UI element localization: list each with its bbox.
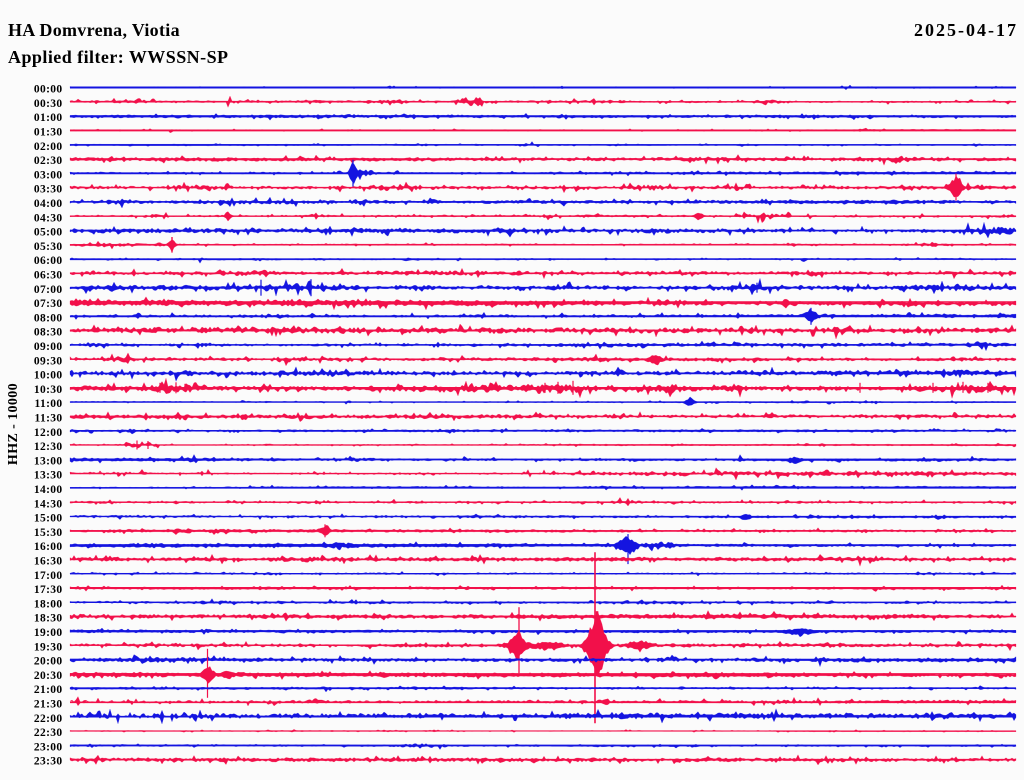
svg-text:23:30: 23:30 (34, 756, 63, 768)
svg-text:11:30: 11:30 (35, 413, 63, 425)
svg-text:02:00: 02:00 (34, 141, 63, 153)
svg-text:19:30: 19:30 (34, 641, 63, 653)
svg-text:03:30: 03:30 (34, 184, 63, 196)
svg-text:14:30: 14:30 (34, 498, 63, 510)
svg-text:13:30: 13:30 (34, 470, 63, 482)
svg-text:04:00: 04:00 (34, 198, 63, 210)
svg-text:05:30: 05:30 (34, 241, 63, 253)
svg-text:08:00: 08:00 (34, 312, 63, 324)
svg-text:15:30: 15:30 (34, 527, 63, 539)
svg-text:12:30: 12:30 (34, 441, 63, 453)
svg-text:20:00: 20:00 (34, 656, 63, 668)
svg-text:20:30: 20:30 (34, 670, 63, 682)
svg-text:01:30: 01:30 (34, 127, 63, 139)
svg-text:17:30: 17:30 (34, 584, 63, 596)
svg-text:14:00: 14:00 (34, 484, 63, 496)
svg-text:15:00: 15:00 (34, 513, 63, 525)
svg-text:21:00: 21:00 (34, 684, 63, 696)
svg-text:08:30: 08:30 (34, 327, 63, 339)
svg-text:07:00: 07:00 (34, 284, 63, 296)
svg-text:01:00: 01:00 (34, 112, 63, 124)
svg-text:16:00: 16:00 (34, 541, 63, 553)
svg-text:09:00: 09:00 (34, 341, 63, 353)
svg-text:00:00: 00:00 (34, 84, 63, 96)
svg-text:07:30: 07:30 (34, 298, 63, 310)
svg-text:18:30: 18:30 (34, 613, 63, 625)
svg-text:HA Domvrena, Viotia: HA Domvrena, Viotia (8, 20, 180, 40)
svg-text:Applied filter: WWSSN-SP: Applied filter: WWSSN-SP (8, 47, 228, 67)
svg-text:05:00: 05:00 (34, 227, 63, 239)
svg-text:02:30: 02:30 (34, 155, 63, 167)
svg-text:00:30: 00:30 (34, 98, 63, 110)
svg-text:16:30: 16:30 (34, 556, 63, 568)
svg-text:09:30: 09:30 (34, 355, 63, 367)
svg-text:19:00: 19:00 (34, 627, 63, 639)
svg-text:17:00: 17:00 (34, 570, 63, 582)
svg-text:13:00: 13:00 (34, 455, 63, 467)
svg-text:11:00: 11:00 (35, 398, 63, 410)
svg-text:21:30: 21:30 (34, 699, 63, 711)
svg-text:03:00: 03:00 (34, 169, 63, 181)
svg-text:22:00: 22:00 (34, 713, 63, 725)
svg-text:10:30: 10:30 (34, 384, 63, 396)
svg-text:2025-04-17: 2025-04-17 (914, 20, 1018, 40)
svg-text:18:00: 18:00 (34, 598, 63, 610)
svg-text:12:00: 12:00 (34, 427, 63, 439)
svg-text:06:00: 06:00 (34, 255, 63, 267)
svg-text:06:30: 06:30 (34, 270, 63, 282)
svg-text:22:30: 22:30 (34, 727, 63, 739)
svg-text:HHZ - 10000: HHZ - 10000 (6, 383, 21, 465)
svg-text:23:00: 23:00 (34, 741, 63, 753)
svg-text:04:30: 04:30 (34, 212, 63, 224)
svg-text:10:00: 10:00 (34, 370, 63, 382)
